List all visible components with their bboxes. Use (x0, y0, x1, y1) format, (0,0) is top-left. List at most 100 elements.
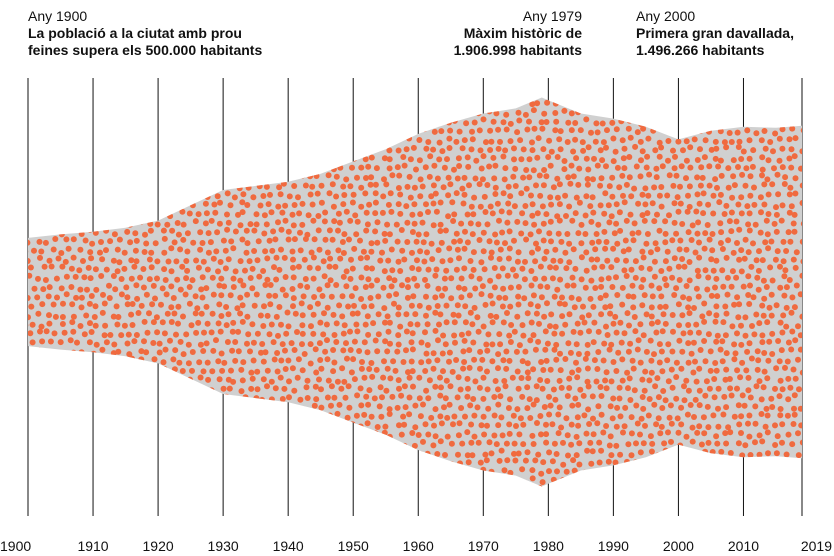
population-dot (673, 230, 680, 237)
population-dot (494, 200, 501, 207)
population-dot (272, 292, 279, 299)
population-dot (545, 154, 552, 160)
population-dot (351, 338, 358, 345)
population-dot (465, 459, 472, 466)
population-dot (590, 209, 597, 216)
population-dot (502, 165, 509, 172)
population-dot (451, 117, 458, 124)
population-dot (461, 245, 468, 252)
population-dot (55, 350, 62, 357)
population-dot (337, 255, 344, 262)
x-tick-label: 1960 (403, 538, 434, 554)
population-dot (335, 227, 341, 234)
population-dot (486, 163, 493, 170)
population-dot (781, 181, 788, 187)
population-dot (200, 258, 207, 265)
population-dot (668, 366, 675, 373)
population-dot (493, 441, 500, 448)
population-dot (535, 135, 542, 142)
population-dot (407, 156, 414, 163)
population-dot (58, 231, 65, 238)
population-dot (673, 374, 680, 380)
population-dot (430, 200, 437, 207)
population-dot (218, 313, 225, 319)
population-dot (351, 245, 358, 252)
population-dot (70, 328, 77, 335)
population-dot (126, 351, 133, 358)
population-dot (364, 254, 371, 261)
population-dot (299, 221, 306, 228)
population-dot (714, 440, 721, 447)
population-dot (507, 339, 514, 345)
population-dot (305, 212, 312, 219)
population-dot (255, 238, 262, 245)
population-dot (342, 394, 349, 401)
population-dot (688, 237, 695, 243)
population-dot (617, 227, 624, 234)
population-dot (554, 468, 560, 475)
population-dot (186, 210, 193, 217)
population-dot (488, 249, 495, 256)
population-dot (133, 282, 140, 289)
population-dot (628, 193, 635, 200)
population-dot (699, 313, 706, 320)
population-dot (712, 360, 719, 366)
population-dot (777, 406, 784, 412)
population-dot (753, 257, 760, 264)
population-dot (651, 273, 658, 280)
population-dot (341, 231, 348, 238)
population-dot (695, 273, 702, 280)
population-dot (446, 401, 453, 408)
population-dot (664, 192, 671, 199)
population-dot (349, 199, 356, 206)
population-dot (532, 457, 539, 464)
population-dot (754, 366, 761, 373)
population-dot (168, 268, 175, 275)
population-dot (382, 338, 389, 345)
population-dot (701, 245, 708, 252)
population-dot (530, 366, 537, 373)
population-dot (379, 394, 385, 401)
population-dot (790, 366, 797, 373)
population-dot (680, 294, 687, 301)
population-dot (613, 329, 620, 336)
population-dot (261, 230, 268, 237)
population-dot (573, 359, 579, 366)
population-dot (735, 201, 742, 208)
population-dot (478, 165, 485, 172)
population-dot (522, 348, 529, 355)
population-dot (785, 396, 792, 403)
population-dot (658, 268, 665, 274)
population-dot (515, 293, 522, 300)
population-dot (738, 322, 744, 329)
population-dot (518, 156, 525, 163)
population-dot (569, 402, 576, 409)
population-dot (409, 430, 416, 436)
population-dot (594, 420, 601, 427)
population-dot (609, 193, 616, 200)
population-dot (537, 192, 544, 199)
population-dot (587, 439, 594, 446)
population-dot (575, 181, 582, 188)
population-dot (731, 182, 738, 189)
population-dot (570, 457, 577, 464)
population-dot (619, 301, 626, 308)
population-dot (735, 440, 742, 447)
population-dot (528, 319, 535, 326)
population-dot (487, 292, 494, 299)
population-dot (625, 385, 631, 392)
population-dot (795, 430, 801, 437)
population-dot (171, 366, 178, 373)
population-dot (212, 209, 219, 216)
population-dot (488, 138, 495, 145)
population-dot (491, 412, 498, 419)
population-dot (543, 421, 549, 428)
population-dot (290, 303, 296, 310)
population-dot (595, 221, 602, 228)
population-dot (170, 295, 177, 301)
population-dot (196, 359, 203, 366)
population-dot (208, 217, 215, 224)
population-dot (661, 276, 668, 282)
population-dot (307, 360, 314, 367)
population-dot (656, 153, 663, 160)
